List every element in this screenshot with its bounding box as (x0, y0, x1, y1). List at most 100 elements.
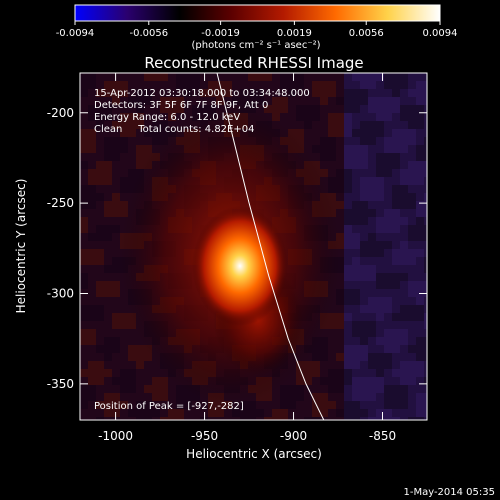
noise-pixel (416, 145, 424, 153)
noise-pixel (328, 137, 336, 145)
noise-pixel (360, 393, 368, 401)
noise-pixel (368, 257, 376, 265)
noise-pixel (104, 201, 112, 209)
noise-pixel (368, 169, 376, 177)
noise-pixel (344, 393, 352, 401)
noise-pixel (416, 121, 424, 129)
noise-pixel (416, 81, 424, 89)
noise-pixel (352, 97, 360, 105)
noise-pixel (368, 161, 376, 169)
noise-pixel (376, 313, 384, 321)
noise-pixel (400, 225, 408, 233)
noise-pixel (400, 233, 408, 241)
noise-pixel (424, 177, 427, 185)
noise-pixel (272, 409, 280, 417)
noise-pixel (128, 177, 136, 185)
noise-pixel (256, 97, 264, 105)
noise-pixel (120, 145, 128, 153)
noise-pixel (168, 121, 176, 129)
noise-pixel (368, 385, 376, 393)
noise-pixel (256, 89, 264, 97)
noise-pixel (400, 337, 408, 345)
noise-pixel (96, 177, 104, 185)
noise-pixel (408, 329, 416, 337)
noise-pixel (424, 121, 427, 129)
noise-pixel (184, 401, 192, 409)
noise-pixel (120, 169, 128, 177)
noise-pixel (368, 177, 376, 185)
noise-pixel (328, 89, 336, 97)
noise-pixel (104, 241, 112, 249)
noise-pixel (96, 361, 104, 369)
noise-pixel (392, 313, 400, 321)
noise-pixel (368, 97, 376, 105)
noise-pixel (264, 105, 272, 113)
noise-pixel (136, 161, 144, 169)
noise-pixel (104, 113, 112, 121)
noise-pixel (336, 169, 344, 177)
noise-pixel (408, 409, 416, 417)
noise-pixel (360, 377, 368, 385)
noise-pixel (336, 73, 344, 81)
noise-pixel (96, 73, 104, 81)
noise-pixel (400, 241, 408, 249)
noise-pixel (112, 81, 120, 89)
noise-pixel (352, 393, 360, 401)
noise-pixel (104, 281, 112, 289)
noise-pixel (88, 377, 96, 385)
noise-pixel (104, 249, 112, 257)
noise-pixel (392, 289, 400, 297)
noise-pixel (80, 249, 88, 257)
noise-pixel (344, 169, 352, 177)
noise-pixel (192, 105, 200, 113)
colorbar-tick-label: 0.0094 (423, 28, 458, 39)
noise-pixel (376, 169, 384, 177)
noise-pixel (384, 265, 392, 273)
noise-pixel (352, 105, 360, 113)
noise-pixel (120, 121, 128, 129)
noise-pixel (136, 345, 144, 353)
noise-pixel (288, 105, 296, 113)
noise-pixel (200, 73, 208, 81)
noise-pixel (320, 97, 328, 105)
noise-pixel (192, 97, 200, 105)
noise-pixel (400, 273, 408, 281)
noise-pixel (96, 233, 104, 241)
noise-pixel (88, 297, 96, 305)
noise-pixel (120, 81, 128, 89)
noise-pixel (328, 193, 336, 201)
noise-pixel (368, 409, 376, 417)
noise-pixel (312, 385, 320, 393)
noise-pixel (224, 73, 232, 81)
noise-pixel (104, 225, 112, 233)
noise-pixel (184, 81, 192, 89)
y-tick-label: -200 (47, 106, 74, 120)
noise-pixel (400, 97, 408, 105)
noise-pixel (80, 153, 88, 161)
noise-pixel (304, 97, 312, 105)
noise-pixel (424, 185, 427, 193)
noise-pixel (328, 329, 336, 337)
noise-pixel (168, 409, 176, 417)
noise-pixel (360, 145, 368, 153)
noise-pixel (424, 401, 427, 409)
noise-pixel (136, 353, 144, 361)
noise-pixel (352, 241, 360, 249)
noise-pixel (376, 201, 384, 209)
noise-pixel (104, 353, 112, 361)
noise-pixel (384, 209, 392, 217)
noise-pixel (232, 89, 240, 97)
noise-pixel (328, 145, 336, 153)
noise-pixel (288, 97, 296, 105)
noise-pixel (312, 81, 320, 89)
noise-pixel (376, 153, 384, 161)
noise-pixel (296, 409, 304, 417)
noise-pixel (320, 121, 328, 129)
noise-pixel (312, 121, 320, 129)
noise-pixel (208, 409, 216, 417)
noise-pixel (400, 401, 408, 409)
noise-pixel (336, 337, 344, 345)
noise-pixel (96, 145, 104, 153)
noise-pixel (352, 273, 360, 281)
noise-pixel (80, 225, 88, 233)
